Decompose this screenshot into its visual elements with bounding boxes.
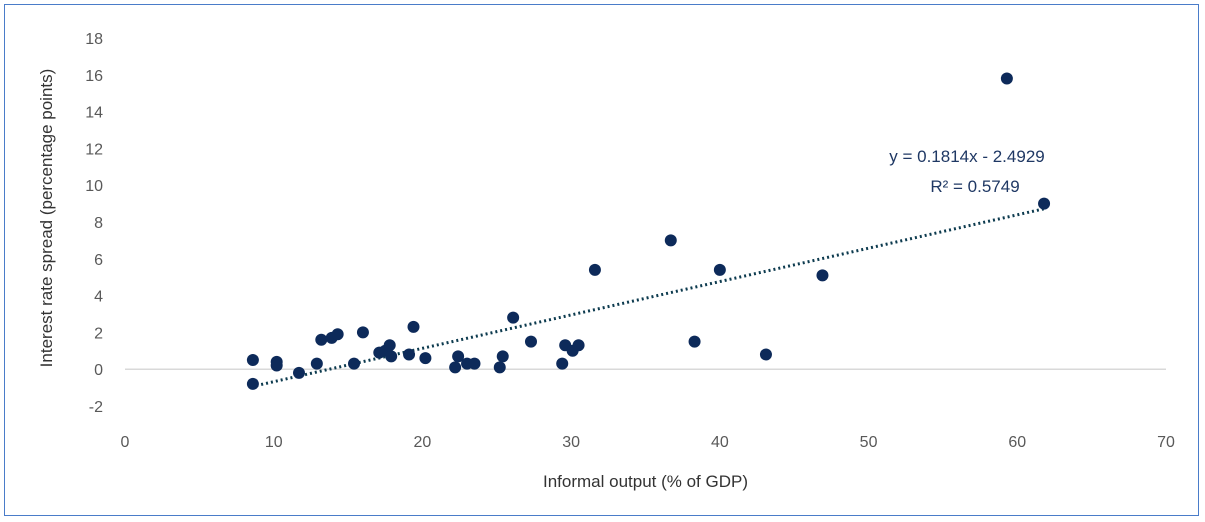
data-point [449, 361, 462, 374]
data-point [246, 377, 259, 390]
x-axis-ticks: 0 10 20 30 40 50 60 70 [121, 434, 1175, 451]
y-tick-label: 16 [85, 68, 103, 85]
y-tick-label: 6 [94, 252, 103, 269]
y-tick-label: 8 [94, 215, 103, 232]
x-tick-label: 40 [711, 434, 729, 451]
data-point [588, 263, 601, 276]
y-tick-label: 0 [94, 362, 103, 379]
trendline [251, 207, 1045, 389]
data-point [1000, 72, 1013, 85]
y-tick-label: 14 [85, 105, 103, 122]
y-tick-label: 18 [85, 31, 103, 48]
scatter-chart: -2 0 2 4 6 8 10 12 14 16 18 0 10 20 30 40 50 60 70 y = 0.… [37, 31, 1175, 491]
y-tick-label: 10 [85, 178, 103, 195]
data-point [315, 333, 328, 346]
data-point [713, 263, 726, 276]
trendline-equation: y = 0.1814x - 2.4929 [889, 147, 1044, 166]
x-tick-label: 10 [265, 434, 283, 451]
data-point [246, 354, 259, 366]
data-point [385, 350, 398, 363]
data-points [246, 72, 1051, 390]
x-tick-label: 0 [121, 434, 130, 451]
x-tick-label: 70 [1157, 434, 1175, 451]
chart-frame: -2 0 2 4 6 8 10 12 14 16 18 0 10 20 30 40 50 60 70 y = 0.… [4, 4, 1199, 516]
data-point [292, 366, 305, 379]
data-point [759, 348, 772, 361]
trendline-r-squared: R² = 0.5749 [930, 177, 1019, 196]
y-tick-label: 2 [94, 325, 103, 342]
data-point [468, 357, 481, 370]
data-point [407, 320, 420, 333]
data-point [383, 339, 396, 352]
data-point [310, 357, 323, 370]
y-tick-label: 12 [85, 141, 103, 158]
data-point [1038, 197, 1051, 210]
y-tick-label: -2 [89, 399, 103, 416]
data-point [664, 234, 677, 247]
data-point [496, 350, 509, 363]
data-point [507, 311, 520, 324]
data-point [348, 357, 361, 370]
data-point [816, 269, 829, 282]
data-point [556, 357, 569, 370]
data-point [419, 352, 432, 365]
x-tick-label: 20 [414, 434, 432, 451]
data-point [524, 335, 537, 348]
y-tick-label: 4 [94, 289, 103, 306]
y-axis-ticks: -2 0 2 4 6 8 10 12 14 16 18 [85, 31, 103, 416]
data-point [356, 326, 369, 339]
x-axis-title: Informal output (% of GDP) [543, 472, 748, 491]
data-point [270, 359, 283, 372]
x-tick-label: 60 [1008, 434, 1026, 451]
data-point [452, 350, 465, 363]
x-tick-label: 30 [562, 434, 580, 451]
data-point [493, 361, 506, 374]
x-tick-label: 50 [860, 434, 878, 451]
data-point [403, 348, 416, 361]
data-point [572, 339, 585, 352]
data-point [688, 335, 701, 348]
y-axis-title: Interest rate spread (percentage points) [37, 69, 56, 368]
data-point [331, 328, 344, 341]
